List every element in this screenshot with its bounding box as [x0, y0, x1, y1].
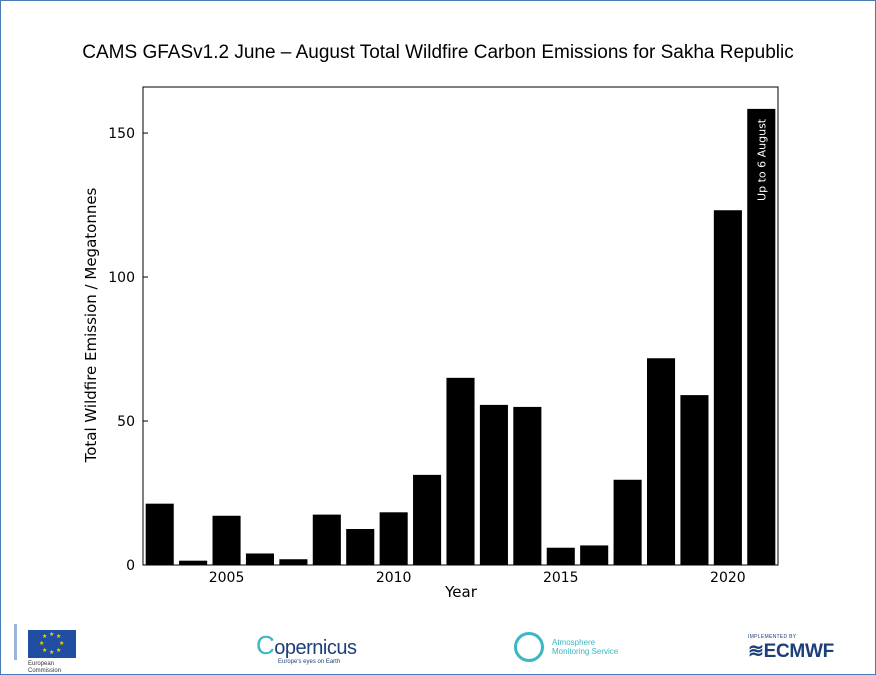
- x-tick-label-2010: 2010: [376, 570, 412, 586]
- copernicus-tagline: Europe's eyes on Earth: [278, 659, 341, 665]
- plot-frame: [142, 86, 779, 566]
- bar-2010: [379, 512, 408, 565]
- bar-2003: [145, 503, 174, 565]
- european-commission-logo: ★ ★ ★ ★ ★ ★ ★ ★ European Commission: [14, 624, 93, 675]
- x-tick-label-2015: 2015: [543, 570, 579, 586]
- axes: 2005 2010 2015 2020 0 50 100 150 Up to 6 August: [108, 86, 779, 586]
- bar-2012: [446, 377, 475, 565]
- x-tick-label-2005: 2005: [209, 570, 245, 586]
- eu-flag-icon: ★ ★ ★ ★ ★ ★ ★ ★: [28, 630, 76, 658]
- bar-2008: [312, 514, 341, 565]
- y-tick-label-100: 100: [108, 270, 135, 286]
- ecmwf-wave-icon: ≋: [748, 641, 764, 662]
- ams-text-line1: Atmosphere: [552, 638, 596, 647]
- ams-text: Atmosphere Monitoring Service: [552, 638, 642, 656]
- bar-2021: [747, 108, 776, 565]
- bar-2019: [680, 395, 709, 565]
- copernicus-logo: Copernicus Europe's eyes on Earth: [256, 630, 357, 665]
- y-tick-label-50: 50: [117, 414, 135, 430]
- ams-text-line2: Monitoring Service: [552, 647, 619, 656]
- ec-text-line1: European: [28, 661, 55, 667]
- bar-2015: [546, 547, 575, 565]
- bar-2013: [479, 404, 508, 565]
- ec-text: European Commission: [28, 661, 61, 675]
- copernicus-name: opernicus: [274, 637, 357, 659]
- ecmwf-name: ECMWF: [763, 641, 835, 662]
- copernicus-c-icon: C: [256, 630, 275, 660]
- bar-2011: [413, 474, 442, 565]
- bar-2016: [580, 545, 609, 565]
- bar-series: [145, 108, 776, 565]
- ecmwf-implemented-by: IMPLEMENTED BY: [748, 634, 797, 640]
- y-axis-label: Total Wildfire Emission / Megatonnes: [82, 187, 100, 463]
- chart-title: CAMS GFASv1.2 June – August Total Wildfi…: [82, 42, 794, 63]
- y-tick-label-150: 150: [108, 126, 135, 142]
- ams-globe-icon: [514, 632, 544, 662]
- bar-2009: [346, 529, 375, 565]
- bar-annotation: Up to 6 August: [755, 118, 768, 201]
- y-tick-label-0: 0: [126, 558, 135, 574]
- x-axis-label: Year: [444, 583, 478, 601]
- bar-2005: [212, 515, 241, 565]
- bar-2018: [646, 358, 676, 565]
- bar-2017: [613, 479, 642, 565]
- ec-text-line2: Commission: [28, 668, 62, 674]
- ecmwf-logo: IMPLEMENTED BY ≋ECMWF: [748, 634, 834, 663]
- bar-2007: [279, 559, 308, 565]
- bar-2014: [513, 406, 542, 565]
- bar-2004: [179, 560, 208, 565]
- bar-2020: [713, 210, 742, 565]
- footer-logos: ★ ★ ★ ★ ★ ★ ★ ★ European Commission Copernicu…: [0, 620, 876, 675]
- bar-2006: [245, 553, 275, 565]
- ec-building-icon: [14, 624, 93, 660]
- x-tick-label-2020: 2020: [710, 570, 746, 586]
